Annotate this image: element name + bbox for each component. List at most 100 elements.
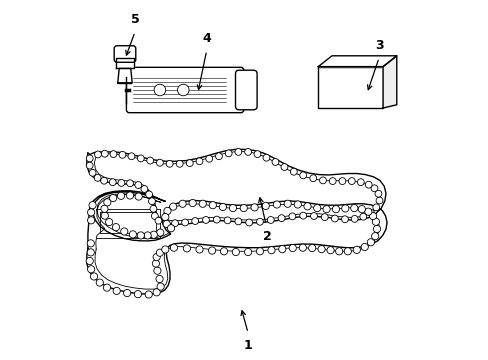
Circle shape xyxy=(294,201,301,208)
Circle shape xyxy=(199,200,206,207)
Circle shape xyxy=(335,248,342,255)
Circle shape xyxy=(267,247,275,254)
Circle shape xyxy=(220,248,227,255)
Circle shape xyxy=(113,287,120,294)
Polygon shape xyxy=(318,56,396,67)
FancyBboxPatch shape xyxy=(126,67,244,113)
Circle shape xyxy=(209,202,216,209)
Circle shape xyxy=(156,275,163,283)
Circle shape xyxy=(112,224,120,231)
Circle shape xyxy=(89,169,96,176)
Circle shape xyxy=(162,213,168,221)
Circle shape xyxy=(177,84,189,96)
Circle shape xyxy=(331,215,338,222)
Circle shape xyxy=(171,220,178,227)
Circle shape xyxy=(152,260,159,267)
Circle shape xyxy=(368,212,376,220)
Circle shape xyxy=(371,233,378,240)
Circle shape xyxy=(153,289,160,296)
Circle shape xyxy=(234,148,241,156)
Circle shape xyxy=(101,177,107,184)
Circle shape xyxy=(299,244,306,251)
Circle shape xyxy=(288,244,296,252)
Circle shape xyxy=(89,202,96,209)
Circle shape xyxy=(141,186,147,192)
Circle shape xyxy=(374,190,381,197)
Circle shape xyxy=(150,231,157,238)
Circle shape xyxy=(94,175,101,181)
Circle shape xyxy=(151,212,158,219)
Polygon shape xyxy=(382,56,396,108)
Circle shape xyxy=(129,231,136,238)
Circle shape xyxy=(309,175,316,181)
Circle shape xyxy=(366,239,374,246)
Circle shape xyxy=(244,148,251,156)
Circle shape xyxy=(375,197,382,204)
Circle shape xyxy=(153,267,161,274)
Circle shape xyxy=(105,219,113,226)
Circle shape xyxy=(121,228,127,235)
Circle shape xyxy=(319,177,325,184)
Circle shape xyxy=(87,266,95,273)
Circle shape xyxy=(154,84,165,96)
Circle shape xyxy=(263,154,269,161)
Text: 1: 1 xyxy=(243,339,252,352)
Circle shape xyxy=(358,206,365,213)
Circle shape xyxy=(156,159,163,166)
Polygon shape xyxy=(116,58,134,68)
Circle shape xyxy=(109,179,116,186)
Circle shape xyxy=(364,208,371,215)
Circle shape xyxy=(347,178,354,184)
Text: 4: 4 xyxy=(202,32,211,45)
Circle shape xyxy=(234,218,241,225)
Circle shape xyxy=(371,218,379,225)
Circle shape xyxy=(103,284,110,291)
Circle shape xyxy=(167,225,174,232)
Circle shape xyxy=(87,240,94,247)
Circle shape xyxy=(153,253,160,261)
Circle shape xyxy=(86,155,93,162)
Circle shape xyxy=(341,216,347,222)
Circle shape xyxy=(225,150,232,157)
Circle shape xyxy=(118,180,124,186)
Circle shape xyxy=(163,220,169,226)
Circle shape xyxy=(326,247,333,254)
Circle shape xyxy=(366,210,373,216)
Circle shape xyxy=(328,178,335,184)
Circle shape xyxy=(144,232,151,239)
Bar xyxy=(318,67,382,108)
Circle shape xyxy=(250,204,258,211)
Circle shape xyxy=(350,204,357,212)
Circle shape xyxy=(117,192,124,199)
Circle shape xyxy=(232,248,239,256)
Circle shape xyxy=(145,291,152,298)
Circle shape xyxy=(202,217,209,223)
Circle shape xyxy=(156,229,163,236)
Circle shape xyxy=(219,203,226,211)
Circle shape xyxy=(87,249,94,256)
Circle shape xyxy=(256,218,263,225)
Circle shape xyxy=(86,257,93,265)
Circle shape xyxy=(156,249,163,256)
Circle shape xyxy=(150,205,157,212)
Circle shape xyxy=(166,161,173,167)
Circle shape xyxy=(288,213,295,220)
Circle shape xyxy=(146,157,153,164)
Text: 5: 5 xyxy=(130,13,139,26)
Circle shape xyxy=(119,151,125,158)
FancyBboxPatch shape xyxy=(114,46,136,62)
Circle shape xyxy=(240,204,247,212)
Circle shape xyxy=(137,232,144,239)
Circle shape xyxy=(332,206,339,213)
Circle shape xyxy=(96,279,103,286)
Circle shape xyxy=(357,179,364,186)
Circle shape xyxy=(128,153,135,160)
Circle shape xyxy=(101,150,108,157)
Circle shape xyxy=(244,248,251,256)
Circle shape xyxy=(229,204,236,212)
Circle shape xyxy=(208,247,215,254)
Circle shape xyxy=(373,225,380,233)
Text: 2: 2 xyxy=(263,230,271,243)
Polygon shape xyxy=(87,149,385,224)
Circle shape xyxy=(215,153,222,160)
